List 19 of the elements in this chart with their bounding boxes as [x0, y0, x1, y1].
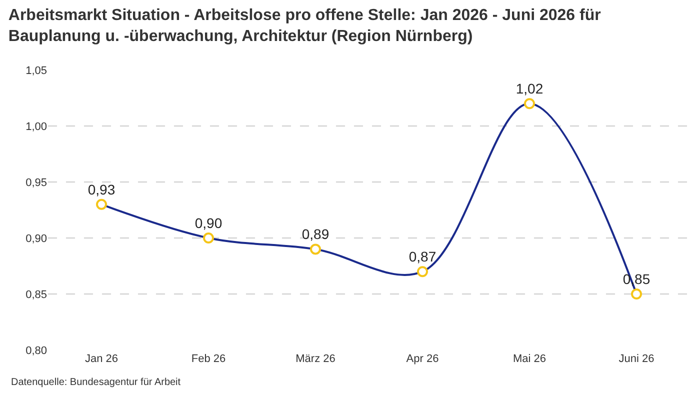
y-tick-label: 1,05: [26, 64, 47, 77]
chart-title: Arbeitsmarkt Situation - Arbeitslose pro offene Stelle: Jan 2026 - Juni 2026 für Bauplanung u. -überwachung, Architektur (Region Nürnberg): [8, 7, 601, 45]
y-tick-label: 0,85: [26, 288, 47, 301]
x-tick-label: Juni 26: [618, 353, 654, 365]
x-tick-label: Feb 26: [191, 353, 226, 365]
data-label: 0,89: [302, 226, 330, 242]
y-tick-label: 0,90: [26, 232, 47, 245]
y-tick-label: 0,95: [26, 176, 47, 189]
x-tick-label: Mai 26: [512, 353, 546, 365]
data-label: 0,90: [194, 214, 222, 231]
y-tick-label: 0,80: [26, 344, 47, 357]
x-tick-label: März 26: [296, 353, 336, 365]
x-tick-label: Apr 26: [406, 353, 439, 365]
data-label: 0,87: [408, 248, 436, 264]
text: Datenquelle: Bundesagentur für Arbeit: [11, 377, 181, 388]
data-label: 0,93: [88, 181, 116, 198]
y-tick-label: 1,00: [26, 120, 47, 133]
x-tick-label: Jan 26: [84, 353, 118, 365]
data-label: 1,02: [516, 80, 544, 96]
